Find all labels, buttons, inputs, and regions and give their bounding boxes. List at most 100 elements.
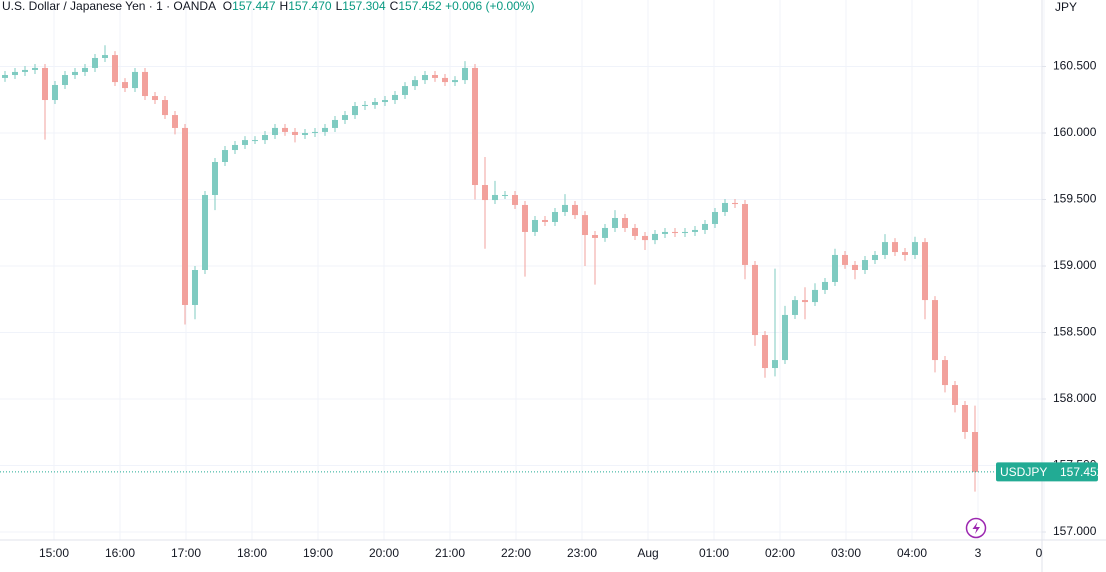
candle-body: [192, 270, 198, 305]
field-value: 157.447: [232, 0, 276, 13]
candle-body: [882, 242, 888, 255]
candle-body: [332, 119, 338, 128]
candle-body: [442, 77, 448, 83]
candle-body: [972, 432, 978, 472]
candle-body: [742, 204, 748, 265]
candle-body: [282, 127, 288, 132]
y-tick-label: 159.000: [1053, 258, 1097, 272]
candle-body: [122, 82, 128, 89]
candle-body: [132, 71, 138, 89]
candle-body: [82, 67, 88, 72]
x-tick-label: Aug: [637, 546, 658, 560]
candle-body: [592, 235, 598, 238]
candle-body: [302, 133, 308, 135]
field-value: 157.470: [288, 0, 332, 13]
candle-body: [832, 254, 838, 282]
candle-body: [32, 67, 38, 70]
x-tick-label: 02:00: [765, 546, 795, 560]
candle-body: [182, 127, 188, 305]
candle-body: [722, 202, 728, 213]
candle-body: [352, 106, 358, 116]
candle-body: [812, 289, 818, 303]
candle-body: [772, 360, 778, 369]
replay-icon[interactable]: [965, 517, 987, 539]
ohlc-fields: O157.447 H157.470 L157.304 C157.452: [219, 0, 445, 13]
candle-body: [102, 55, 108, 58]
last-price-badge: USDJPY 157.452: [996, 462, 1104, 482]
candle-body: [202, 194, 208, 270]
candle-body: [912, 242, 918, 255]
y-tick-label: 158.000: [1053, 391, 1097, 405]
change: +0.006 (+0.00%): [445, 0, 535, 13]
candle-body: [852, 264, 858, 270]
candle-body: [222, 150, 228, 162]
candle-body: [482, 185, 488, 201]
candle-body: [512, 194, 518, 205]
candle-body: [492, 194, 498, 201]
candle-body: [392, 94, 398, 101]
candle-body: [732, 202, 738, 205]
x-tick-label: 17:00: [171, 546, 201, 560]
candle-body: [962, 405, 968, 432]
currency-label: JPY: [1055, 0, 1077, 14]
badge-price: 157.452: [1060, 465, 1104, 479]
candle-body: [52, 84, 58, 101]
field-key: H: [279, 0, 289, 13]
candle-body: [782, 314, 788, 361]
candle-body: [892, 242, 898, 253]
candle-body: [712, 212, 718, 224]
candle-body: [902, 252, 908, 255]
candle-body: [752, 264, 758, 336]
candle-body: [152, 96, 158, 101]
field-key: L: [335, 0, 343, 13]
field-key: C: [389, 0, 399, 13]
candle-body: [12, 71, 18, 76]
badge-symbol: USDJPY: [1000, 465, 1047, 479]
candle-body: [372, 102, 378, 105]
candle-body: [432, 75, 438, 78]
grid: [0, 0, 1045, 540]
candle-body: [22, 69, 28, 72]
candle-body: [602, 227, 608, 238]
candle-body: [252, 140, 258, 142]
x-tick-label: 18:00: [237, 546, 267, 560]
candle-body: [232, 144, 238, 151]
candle-body: [362, 104, 368, 107]
candle-body: [672, 231, 678, 234]
x-tick-label: 3: [975, 546, 982, 560]
candle-body: [142, 71, 148, 97]
candle-body: [532, 219, 538, 232]
candle-body: [762, 335, 768, 369]
x-tick-label: 19:00: [303, 546, 333, 560]
candle-body: [652, 233, 658, 241]
candle-body: [342, 115, 348, 120]
x-tick-label: 16:00: [105, 546, 135, 560]
candle-body: [582, 215, 588, 236]
y-tick-label: 159.500: [1053, 192, 1097, 206]
candle-body: [262, 135, 268, 141]
x-tick-label: 03:00: [831, 546, 861, 560]
x-tick-label: 23:00: [567, 546, 597, 560]
candle-body: [862, 260, 868, 270]
candle-body: [402, 86, 408, 95]
x-tick-label: 04:00: [897, 546, 927, 560]
candle-body: [172, 115, 178, 128]
y-tick-label: 158.500: [1053, 325, 1097, 339]
candle-body: [622, 217, 628, 228]
time-axis: 15:00 16:00 17:00 18:00 19:00 20:00 21:00 22:00…: [39, 546, 1042, 560]
candle-body: [452, 80, 458, 83]
candle-body: [472, 67, 478, 186]
candle-body: [422, 75, 428, 81]
y-tick-label: 160.000: [1053, 125, 1097, 139]
field-value: 157.304: [342, 0, 386, 13]
field-value: 157.452: [398, 0, 442, 13]
candle-body: [92, 57, 98, 68]
candle-body: [292, 131, 298, 135]
candle-body: [792, 300, 798, 315]
badge-background: [996, 462, 1098, 482]
candle-body: [272, 127, 278, 135]
candle-body: [502, 194, 508, 196]
candle-body: [62, 75, 68, 85]
